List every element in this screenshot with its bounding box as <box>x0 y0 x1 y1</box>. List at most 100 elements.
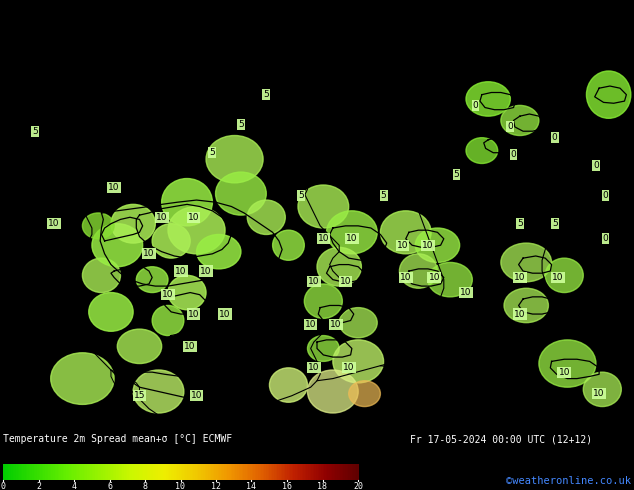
Bar <box>217 464 220 480</box>
Text: 5: 5 <box>298 191 304 200</box>
Bar <box>210 464 212 480</box>
Ellipse shape <box>197 235 241 269</box>
Bar <box>166 464 168 480</box>
Bar <box>214 464 216 480</box>
Bar <box>137 464 139 480</box>
Bar <box>58 464 60 480</box>
Bar <box>308 464 310 480</box>
Bar <box>66 464 68 480</box>
Bar <box>316 464 318 480</box>
Bar <box>182 464 184 480</box>
Bar <box>39 464 41 480</box>
Bar <box>311 464 313 480</box>
Bar <box>89 464 91 480</box>
Text: 10: 10 <box>176 482 186 490</box>
Text: 10: 10 <box>48 219 60 228</box>
Ellipse shape <box>539 340 596 387</box>
Bar <box>153 464 155 480</box>
Text: 20: 20 <box>353 482 363 490</box>
Bar <box>353 464 355 480</box>
Text: 10: 10 <box>514 273 526 282</box>
Bar <box>284 464 286 480</box>
Bar <box>124 464 126 480</box>
Bar <box>281 464 283 480</box>
Bar <box>300 464 302 480</box>
Text: 5: 5 <box>263 90 269 99</box>
Text: 10: 10 <box>219 310 231 318</box>
Text: 10: 10 <box>514 310 526 318</box>
Bar <box>34 464 36 480</box>
Bar <box>157 464 158 480</box>
Ellipse shape <box>380 211 431 254</box>
Bar <box>79 464 81 480</box>
Bar <box>185 464 188 480</box>
Text: 10: 10 <box>330 320 342 329</box>
Ellipse shape <box>317 247 361 286</box>
Text: 10: 10 <box>188 310 199 318</box>
Ellipse shape <box>349 381 380 407</box>
Bar <box>255 464 257 480</box>
Bar <box>327 464 330 480</box>
Ellipse shape <box>247 200 285 235</box>
Bar <box>273 464 275 480</box>
Bar <box>131 464 133 480</box>
Text: 10: 10 <box>340 277 351 286</box>
Bar <box>29 464 31 480</box>
Bar <box>342 464 344 480</box>
Bar <box>340 464 342 480</box>
Bar <box>116 464 118 480</box>
Bar <box>51 464 53 480</box>
Text: 10: 10 <box>422 241 434 250</box>
Bar <box>198 464 200 480</box>
Ellipse shape <box>216 172 266 215</box>
Text: 0: 0 <box>593 161 599 170</box>
Bar <box>10 464 11 480</box>
Text: 10: 10 <box>460 288 472 297</box>
Text: 10: 10 <box>305 320 316 329</box>
Bar <box>250 464 252 480</box>
Bar <box>148 464 150 480</box>
Bar <box>302 464 304 480</box>
Bar <box>92 464 94 480</box>
Text: 10: 10 <box>184 342 196 351</box>
Bar <box>64 464 67 480</box>
Bar <box>347 464 349 480</box>
Bar <box>337 464 339 480</box>
Bar <box>231 464 233 480</box>
Text: 5: 5 <box>552 219 558 228</box>
Bar <box>339 464 340 480</box>
Ellipse shape <box>152 305 184 336</box>
Bar <box>292 464 294 480</box>
Bar <box>276 464 278 480</box>
Text: 2: 2 <box>36 482 41 490</box>
Ellipse shape <box>327 211 377 254</box>
Bar <box>117 464 120 480</box>
Bar <box>305 464 307 480</box>
Ellipse shape <box>333 340 384 383</box>
Text: 0: 0 <box>507 122 514 131</box>
Bar <box>69 464 71 480</box>
Text: 5: 5 <box>380 191 387 200</box>
Bar <box>298 464 301 480</box>
Text: 8: 8 <box>143 482 148 490</box>
Bar <box>324 464 327 480</box>
Bar <box>172 464 174 480</box>
Bar <box>344 464 346 480</box>
Bar <box>37 464 39 480</box>
Bar <box>19 464 22 480</box>
Bar <box>345 464 347 480</box>
Text: 15: 15 <box>134 392 145 400</box>
Ellipse shape <box>111 204 155 243</box>
Bar <box>303 464 305 480</box>
Bar <box>348 464 351 480</box>
Ellipse shape <box>428 263 472 297</box>
Text: 10: 10 <box>397 241 408 250</box>
Bar <box>232 464 234 480</box>
Text: 10: 10 <box>318 234 329 243</box>
Text: 6: 6 <box>107 482 112 490</box>
Bar <box>18 464 20 480</box>
Bar <box>105 464 107 480</box>
Bar <box>219 464 221 480</box>
Bar <box>259 464 262 480</box>
Text: 5: 5 <box>517 219 523 228</box>
